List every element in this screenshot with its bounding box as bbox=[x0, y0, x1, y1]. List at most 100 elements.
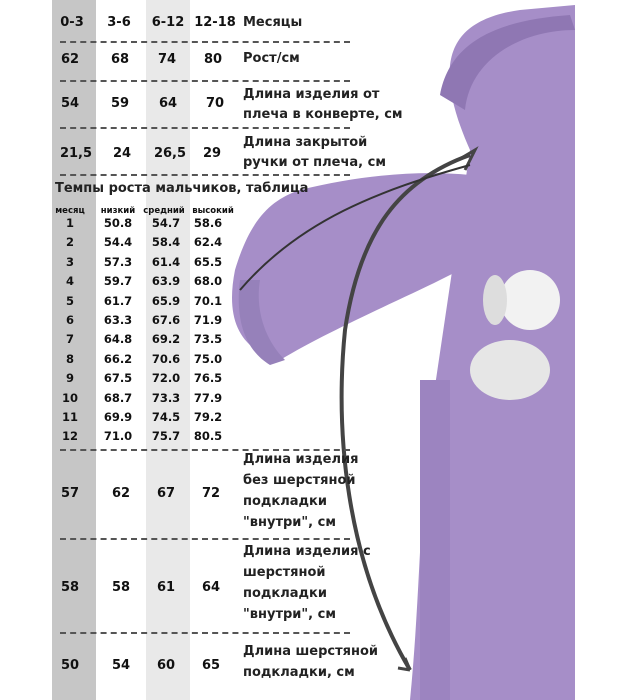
size-header: 3-6 bbox=[107, 15, 131, 30]
growth-cell: 63.9 bbox=[151, 274, 181, 289]
size-value: 21,5 bbox=[59, 146, 93, 161]
length-value: 67 bbox=[156, 486, 176, 501]
growth-cell: 72.0 bbox=[151, 371, 181, 386]
length-value: 72 bbox=[201, 486, 221, 501]
divider bbox=[60, 80, 350, 82]
growth-cell: 67.5 bbox=[103, 371, 133, 386]
growth-cell: 6 bbox=[65, 313, 74, 327]
length-label-line: Длина шерстяной bbox=[243, 644, 379, 659]
growth-cell: 71.0 bbox=[103, 429, 133, 444]
growth-cell: 12 bbox=[61, 429, 78, 444]
size-value: 68 bbox=[110, 52, 130, 67]
length-value: 50 bbox=[60, 658, 80, 673]
growth-col-header: высокий bbox=[192, 206, 234, 216]
growth-cell: 3 bbox=[65, 254, 74, 269]
size-value: 29 bbox=[202, 146, 222, 161]
growth-cell: 10 bbox=[61, 390, 78, 405]
size-value: 62 bbox=[60, 52, 80, 67]
length-label-line: Длина изделия bbox=[243, 452, 359, 467]
growth-cell: 61.4 bbox=[151, 254, 181, 269]
growth-cell: 7 bbox=[65, 332, 74, 347]
length-label-line: "внутри", см bbox=[243, 607, 336, 622]
growth-cell: 68.0 bbox=[193, 274, 223, 289]
growth-cell: 69.2 bbox=[151, 332, 181, 347]
growth-cell: 76.5 bbox=[193, 371, 223, 386]
length-value: 58 bbox=[60, 580, 80, 595]
growth-cell: 63.3 bbox=[103, 313, 133, 327]
length-value: 61 bbox=[156, 580, 176, 595]
length-value: 57 bbox=[60, 486, 80, 501]
length-label-line: без шерстяной bbox=[243, 473, 356, 488]
growth-cell: 5 bbox=[65, 293, 74, 308]
length-value: 60 bbox=[156, 658, 176, 673]
growth-cell: 64.8 bbox=[103, 332, 133, 347]
growth-col-header: низкий bbox=[100, 206, 136, 216]
size-value: 54 bbox=[60, 96, 80, 111]
growth-cell: 11 bbox=[61, 410, 78, 424]
growth-cell: 54.4 bbox=[103, 235, 133, 250]
divider bbox=[60, 174, 350, 176]
divider bbox=[60, 127, 350, 129]
growth-cell: 69.9 bbox=[103, 410, 133, 424]
column-band-0-3 bbox=[52, 0, 96, 700]
length-value: 62 bbox=[111, 486, 131, 501]
growth-cell: 73.5 bbox=[193, 332, 223, 347]
growth-cell: 4 bbox=[65, 274, 74, 289]
size-value: 59 bbox=[110, 96, 130, 111]
growth-cell: 8 bbox=[65, 351, 74, 366]
growth-cell: 57.3 bbox=[103, 254, 133, 269]
growth-cell: 66.2 bbox=[103, 351, 133, 366]
growth-cell: 62.4 bbox=[193, 235, 223, 250]
divider bbox=[60, 449, 350, 451]
growth-cell: 61.7 bbox=[103, 293, 133, 308]
divider bbox=[60, 538, 350, 540]
size-header: 6-12 bbox=[151, 15, 185, 30]
growth-cell: 1 bbox=[65, 216, 74, 230]
size-value: 74 bbox=[157, 52, 177, 67]
size-value: 24 bbox=[112, 146, 132, 161]
length-value: 64 bbox=[201, 580, 221, 595]
growth-cell: 65.9 bbox=[151, 293, 181, 308]
length-value: 54 bbox=[111, 658, 131, 673]
row-label: Длина изделия от плеча в конверте, см bbox=[243, 87, 403, 122]
growth-cell: 67.6 bbox=[151, 313, 181, 327]
length-label-line: "внутри", см bbox=[243, 515, 336, 530]
growth-cell: 50.8 bbox=[103, 216, 133, 230]
length-label-line: Длина изделия с bbox=[243, 544, 371, 559]
growth-cell: 58.4 bbox=[151, 235, 181, 250]
growth-cell: 74.5 bbox=[151, 410, 181, 424]
divider bbox=[60, 41, 350, 43]
column-band-6-12 bbox=[146, 0, 190, 700]
growth-cell: 80.5 bbox=[193, 429, 223, 444]
growth-cell: 58.6 bbox=[193, 216, 223, 230]
row-label: Длина закрытой ручки от плеча, см bbox=[243, 135, 386, 170]
growth-cell: 70.6 bbox=[151, 351, 181, 366]
size-value: 80 bbox=[203, 52, 223, 67]
length-label-line: подкладки bbox=[243, 586, 327, 601]
length-value: 58 bbox=[111, 580, 131, 595]
length-label-line: шерстяной bbox=[243, 565, 326, 580]
growth-cell: 54.7 bbox=[151, 216, 181, 230]
growth-col-header: средний bbox=[143, 206, 185, 216]
length-label-line: подкладки bbox=[243, 494, 327, 509]
size-header: 12-18 bbox=[194, 15, 236, 30]
growth-cell: 75.7 bbox=[151, 429, 181, 444]
size-header: 0-3 bbox=[60, 15, 84, 30]
growth-title: Темпы роста мальчиков, таблица bbox=[55, 181, 309, 196]
growth-cell: 75.0 bbox=[193, 351, 223, 366]
growth-col-header: месяц bbox=[55, 206, 85, 216]
growth-cell: 9 bbox=[65, 371, 74, 386]
length-label-line: подкладки, см bbox=[243, 665, 355, 680]
row-label: Рост/см bbox=[243, 51, 300, 66]
divider bbox=[60, 632, 350, 634]
growth-cell: 68.7 bbox=[103, 390, 133, 405]
size-value: 26,5 bbox=[153, 146, 187, 161]
growth-cell: 79.2 bbox=[193, 410, 223, 424]
growth-cell: 71.9 bbox=[193, 313, 223, 327]
size-value: 70 bbox=[205, 96, 225, 111]
growth-cell: 2 bbox=[65, 235, 74, 250]
growth-cell: 77.9 bbox=[193, 390, 223, 405]
length-value: 65 bbox=[201, 658, 221, 673]
header-label: Месяцы bbox=[243, 15, 303, 30]
